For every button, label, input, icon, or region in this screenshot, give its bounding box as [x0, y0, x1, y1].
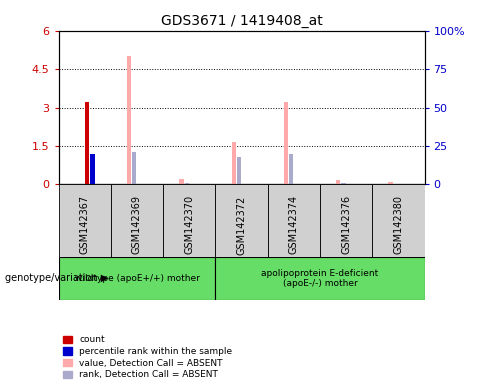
Text: GSM142380: GSM142380	[393, 195, 404, 254]
Bar	[180, 179, 183, 184]
Bar	[127, 56, 131, 184]
FancyBboxPatch shape	[59, 184, 111, 257]
Bar	[336, 180, 340, 184]
Bar	[388, 182, 393, 184]
Text: GSM142374: GSM142374	[289, 195, 299, 254]
Text: GSM142367: GSM142367	[80, 195, 90, 254]
Bar	[289, 154, 293, 184]
Text: apolipoprotein E-deficient
(apoE-/-) mother: apolipoprotein E-deficient (apoE-/-) mot…	[262, 269, 379, 288]
Bar	[132, 152, 137, 184]
FancyBboxPatch shape	[111, 184, 163, 257]
Title: GDS3671 / 1419408_at: GDS3671 / 1419408_at	[161, 14, 323, 28]
Text: GSM142369: GSM142369	[132, 195, 142, 254]
Text: GSM142372: GSM142372	[237, 195, 246, 255]
FancyBboxPatch shape	[320, 184, 372, 257]
Bar	[342, 183, 346, 184]
FancyBboxPatch shape	[268, 184, 320, 257]
Legend: count, percentile rank within the sample, value, Detection Call = ABSENT, rank, : count, percentile rank within the sample…	[63, 335, 232, 379]
Bar	[284, 103, 288, 184]
FancyBboxPatch shape	[163, 184, 215, 257]
Text: genotype/variation ▶: genotype/variation ▶	[5, 273, 108, 283]
FancyBboxPatch shape	[215, 257, 425, 300]
FancyBboxPatch shape	[372, 184, 425, 257]
Text: GSM142370: GSM142370	[184, 195, 194, 254]
Bar	[237, 157, 241, 184]
Bar	[232, 142, 236, 184]
Text: wildtype (apoE+/+) mother: wildtype (apoE+/+) mother	[75, 274, 200, 283]
Bar	[184, 182, 189, 184]
Text: GSM142376: GSM142376	[341, 195, 351, 254]
FancyBboxPatch shape	[215, 184, 268, 257]
FancyBboxPatch shape	[59, 257, 215, 300]
Bar	[90, 154, 95, 184]
Bar	[85, 103, 89, 184]
